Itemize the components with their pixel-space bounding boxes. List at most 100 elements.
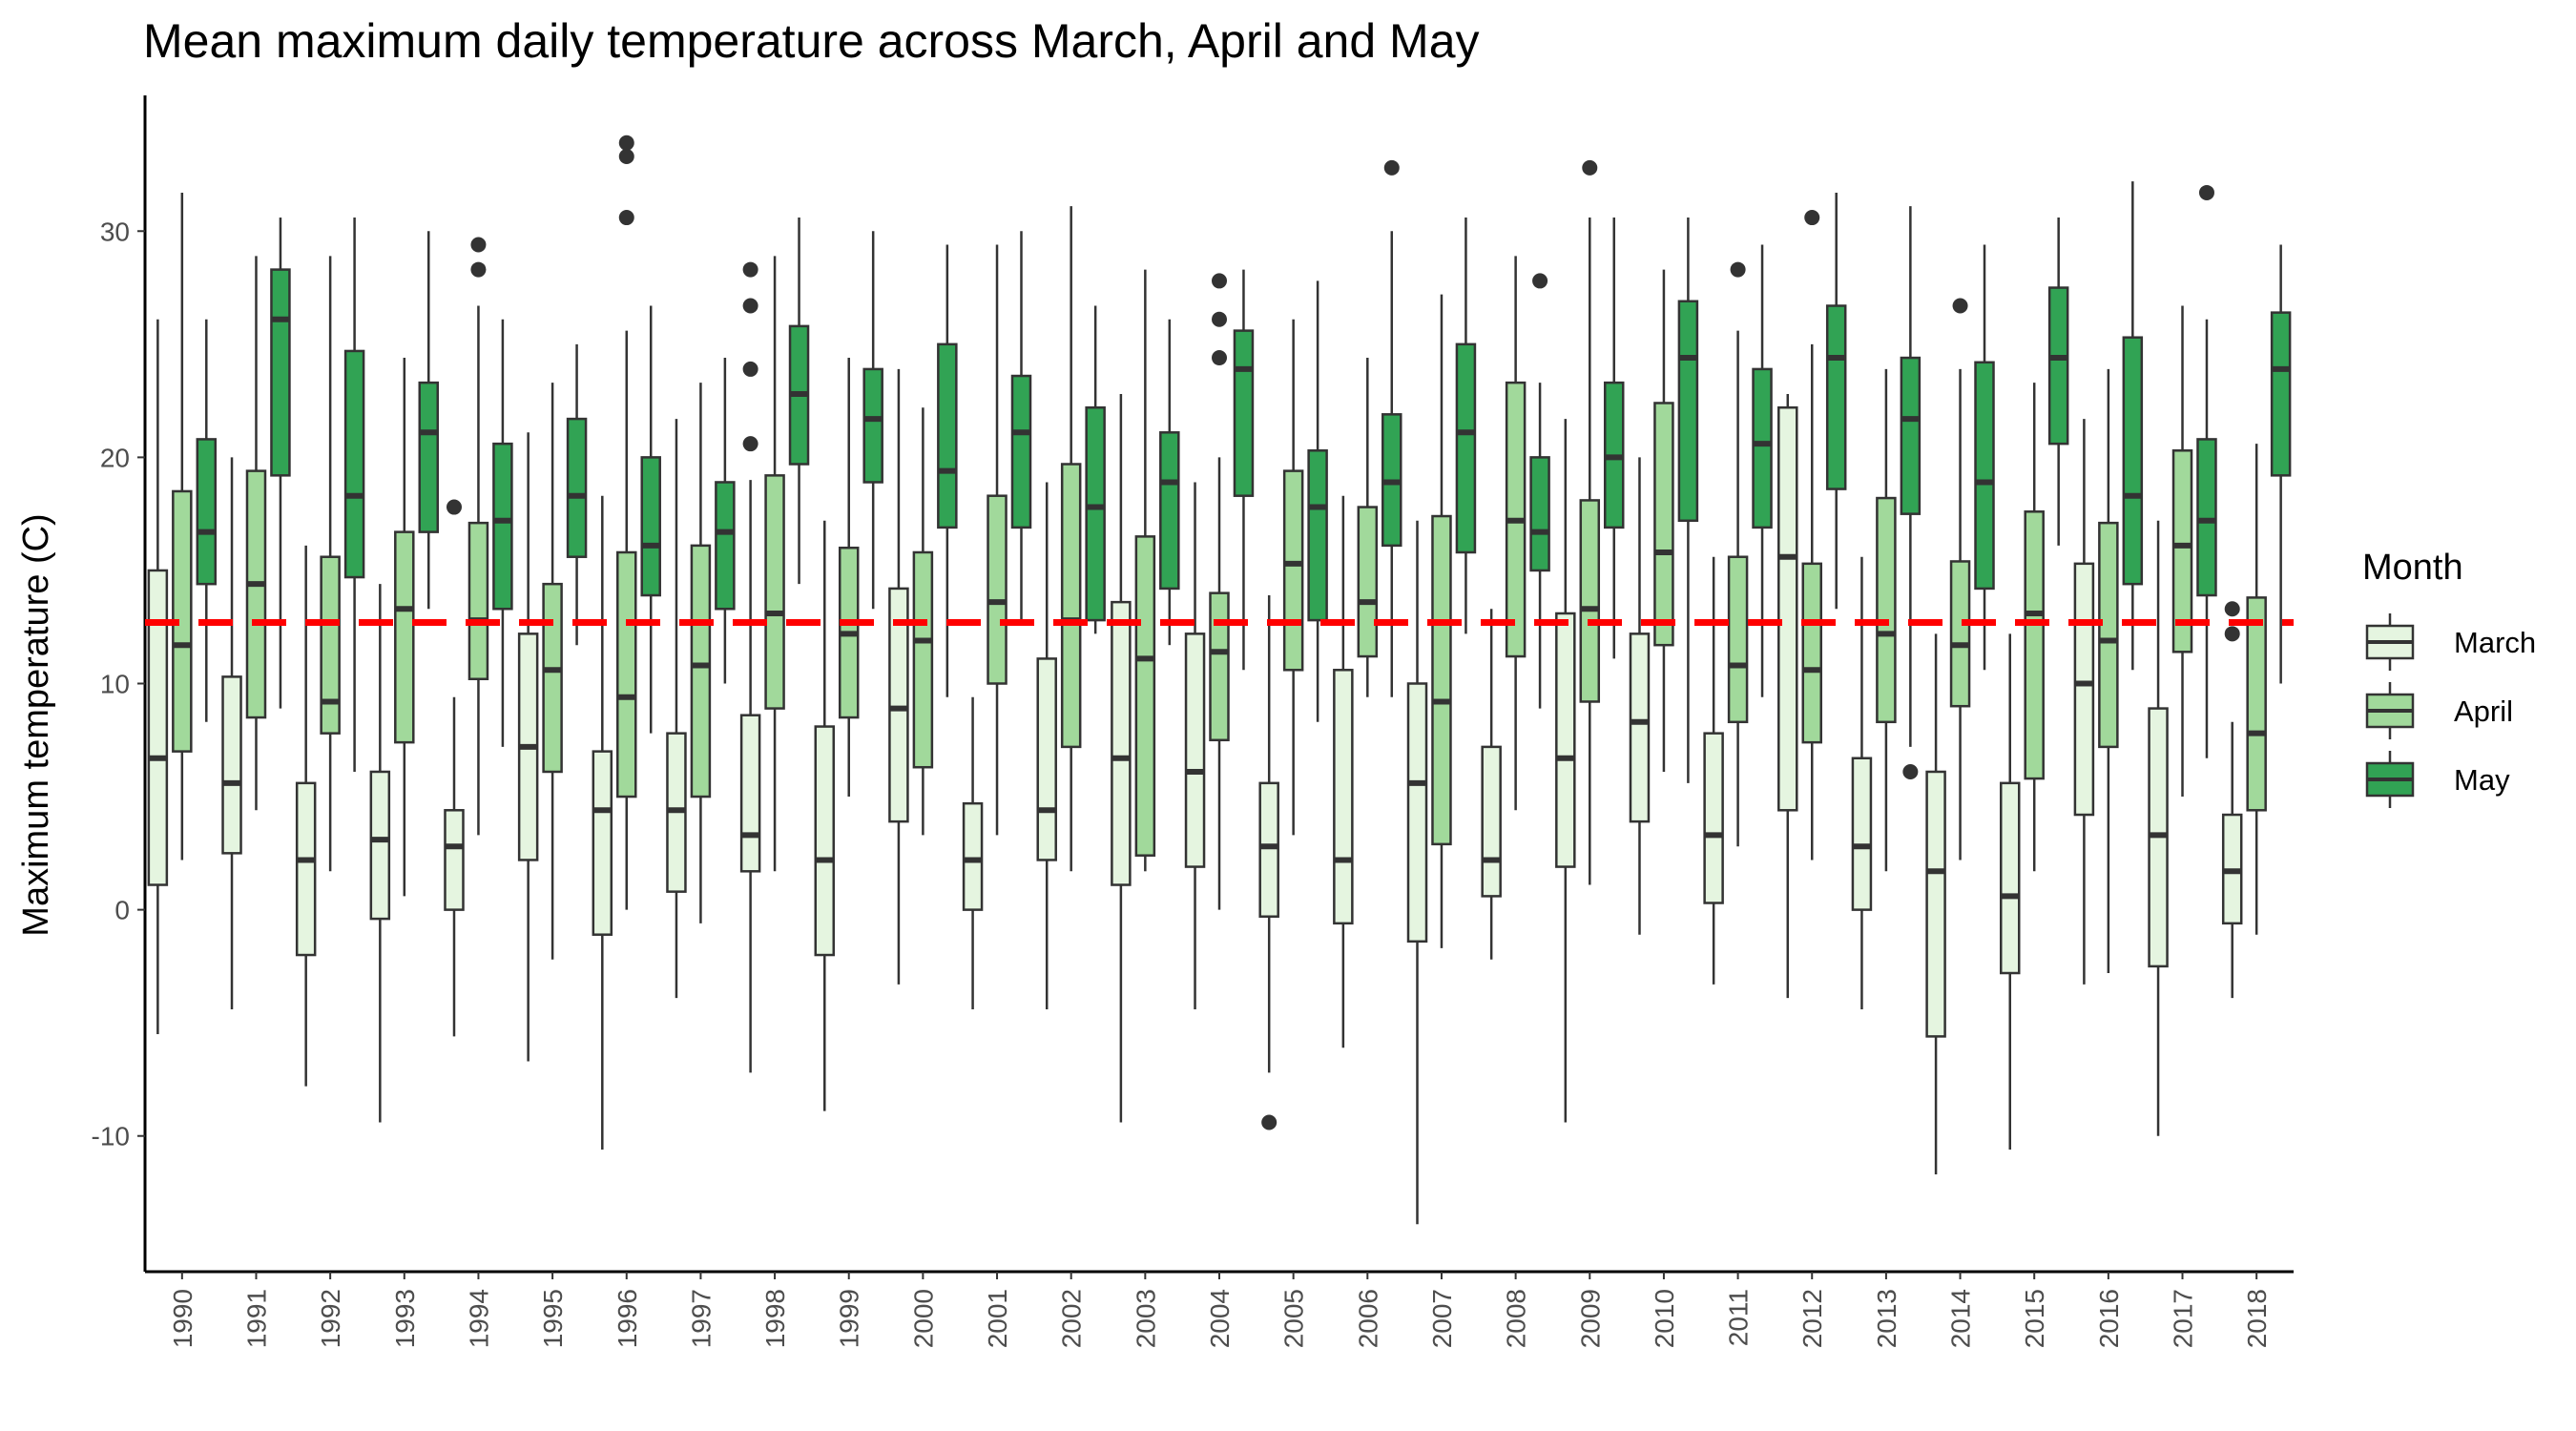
box-body [1529, 456, 1550, 572]
box-body [1825, 304, 1847, 490]
x-tick-label: 1990 [168, 1289, 197, 1348]
box-body [2171, 449, 2193, 653]
x-tick-label: 2009 [1575, 1289, 1605, 1348]
box-body [1876, 496, 1897, 724]
box-2010-march [1629, 457, 1651, 935]
legend-item-may: May [2365, 751, 2510, 808]
box-1992-april [320, 256, 341, 872]
box-1994-may [492, 319, 513, 747]
box-body [1085, 405, 1106, 622]
box-body [1282, 469, 1304, 672]
box-2013-march [1851, 556, 1873, 1009]
outlier-point [1582, 159, 1598, 176]
x-tick-label: 1998 [760, 1289, 790, 1348]
x-tick-label: 2008 [1502, 1289, 1531, 1348]
box-2003-march [1111, 393, 1132, 1123]
box-body [1555, 612, 1576, 868]
box-1991-april [245, 256, 267, 811]
legend-title: Month [2362, 548, 2463, 588]
y-tick-label: 10 [100, 670, 130, 699]
box-1993-march [369, 584, 391, 1123]
box-2006-march [1333, 495, 1354, 1048]
box-2009-march [1555, 419, 1576, 1123]
box-body [1307, 449, 1328, 622]
box-2011-march [1703, 556, 1724, 985]
legend-item-april: April [2365, 682, 2513, 739]
box-1990-may [196, 319, 218, 722]
box-body [739, 714, 761, 873]
x-tick-label: 1994 [464, 1289, 493, 1348]
box-body [1900, 356, 1922, 515]
outlier-point [618, 135, 634, 151]
box-2013-may [1900, 206, 1922, 779]
box-body [1925, 770, 1946, 1038]
box-body [1703, 732, 1724, 904]
legend-label: March [2454, 626, 2536, 659]
x-tick-label: 2011 [1724, 1289, 1754, 1346]
outlier-point [1804, 210, 1820, 226]
box-2004-march [1184, 482, 1206, 1009]
x-tick-label: 2015 [2020, 1289, 2049, 1348]
box-2000-april [912, 407, 934, 836]
box-body [1233, 329, 1255, 497]
x-tick-label: 2012 [1797, 1289, 1827, 1348]
box-1992-march [295, 545, 317, 1087]
box-body [444, 809, 465, 911]
box-1995-march [517, 432, 539, 1062]
outlier-point [742, 361, 758, 377]
box-body [1431, 514, 1452, 846]
box-body [1333, 669, 1354, 925]
box-1998-may [788, 218, 810, 585]
box-1990-april [172, 192, 193, 861]
box-body [1406, 682, 1428, 944]
x-tick-label: 2013 [1872, 1289, 1901, 1348]
box-1997-march [666, 419, 687, 999]
box-1991-march [221, 457, 242, 1009]
box-2001-april [987, 244, 1008, 836]
box-2002-april [1060, 206, 1082, 872]
box-body [492, 442, 513, 611]
box-body [147, 569, 169, 886]
box-body [542, 582, 563, 774]
box-body [912, 550, 934, 769]
box-2018-april [2246, 444, 2267, 935]
box-2017-march [2148, 520, 2169, 1136]
outlier-point [742, 436, 758, 452]
box-2011-april [1727, 261, 1749, 847]
legend-label: May [2454, 763, 2510, 797]
box-2012-may [1825, 192, 1847, 610]
box-1996-april [616, 135, 637, 910]
outlier-point [1730, 261, 1746, 278]
x-tick-label: 1992 [316, 1289, 345, 1348]
x-tick-label: 2006 [1353, 1289, 1382, 1348]
box-1995-may [566, 343, 588, 646]
box-1994-april [467, 237, 489, 836]
box-1998-march [739, 261, 761, 1073]
box-body [2246, 596, 2267, 812]
box-2016-april [2098, 368, 2119, 974]
box-2016-march [2073, 419, 2095, 985]
legend-item-march: March [2365, 613, 2536, 671]
box-body [566, 417, 588, 558]
outlier-point [618, 210, 634, 226]
outlier-point [1902, 763, 1919, 779]
box-body [1184, 633, 1206, 868]
box-body [221, 675, 242, 855]
box-1992-may [343, 218, 365, 772]
x-tick-label: 2018 [2242, 1289, 2272, 1348]
x-tick-label: 2010 [1650, 1289, 1679, 1348]
box-body [1010, 374, 1032, 529]
box-2018-may [2270, 244, 2292, 684]
y-tick-label: -10 [92, 1122, 130, 1151]
y-tick-label: 30 [100, 217, 130, 246]
box-body [1653, 402, 1674, 647]
box-2015-may [2047, 218, 2069, 546]
box-2014-may [1974, 244, 1995, 671]
box-body [592, 750, 613, 936]
outlier-point [618, 149, 634, 165]
outlier-point [2224, 626, 2240, 642]
box-body [1777, 405, 1798, 812]
outlier-point [1212, 350, 1227, 366]
box-body [1134, 535, 1156, 857]
box-body [369, 770, 391, 921]
